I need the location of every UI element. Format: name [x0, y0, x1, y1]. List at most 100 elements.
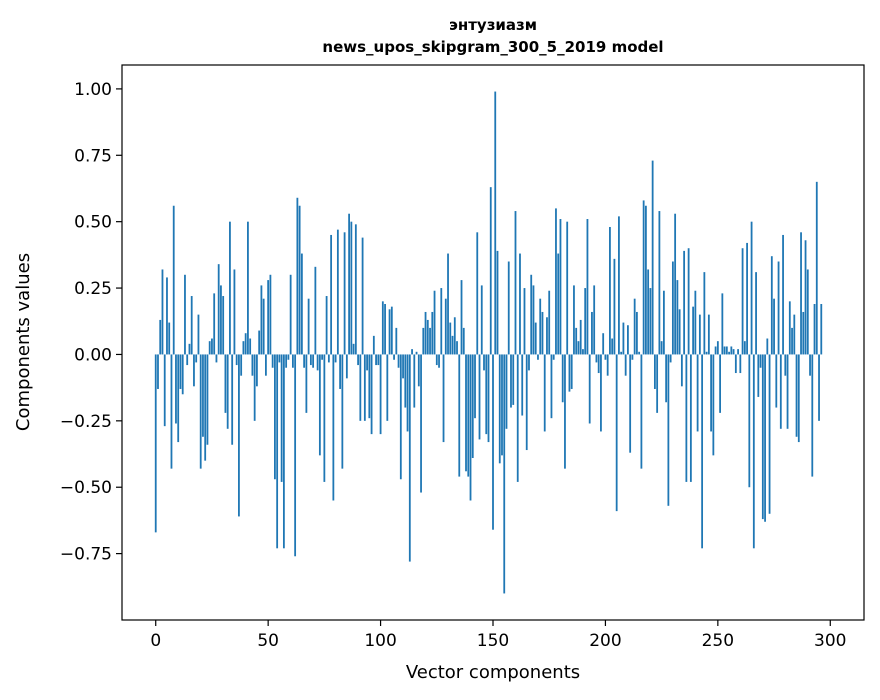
bar — [730, 346, 733, 355]
bar — [280, 354, 283, 482]
bar — [595, 354, 598, 363]
bar — [388, 309, 391, 355]
bar — [397, 354, 400, 368]
bar — [636, 311, 638, 355]
bar — [483, 354, 485, 371]
bar — [314, 266, 317, 355]
bar — [161, 269, 164, 355]
bar — [435, 354, 438, 366]
bar — [226, 354, 229, 429]
bar — [683, 250, 686, 355]
bar — [573, 285, 575, 355]
bar — [649, 288, 652, 355]
bar — [496, 250, 499, 355]
bar — [647, 269, 650, 355]
bar — [298, 205, 301, 355]
bar — [253, 354, 256, 421]
x-axis-ticks: 0 50 100 150 200 250 300 — [150, 620, 846, 651]
bar — [451, 335, 454, 355]
bar — [732, 349, 735, 355]
bar — [363, 354, 366, 421]
bar — [258, 330, 261, 355]
bar — [289, 274, 292, 355]
bar — [498, 354, 501, 464]
bar — [658, 211, 661, 355]
bar — [276, 354, 279, 549]
bar — [782, 234, 784, 355]
bar — [487, 354, 490, 443]
bar — [638, 351, 641, 355]
bar — [510, 354, 512, 408]
bar — [503, 354, 506, 594]
bar — [399, 354, 402, 480]
bar — [188, 343, 191, 355]
bar — [170, 354, 173, 469]
bar — [773, 298, 775, 355]
y-axis-label: Components values — [13, 253, 34, 431]
bar — [809, 354, 811, 376]
plot-frame — [121, 64, 865, 621]
bar — [422, 327, 425, 355]
bar — [516, 354, 519, 482]
bar — [372, 335, 375, 355]
bar — [492, 354, 494, 530]
bar — [696, 354, 699, 432]
bar — [748, 354, 751, 488]
bar — [251, 354, 254, 376]
bar — [467, 354, 470, 477]
bar — [244, 333, 247, 355]
bar — [390, 306, 393, 355]
bar — [233, 269, 236, 355]
bar — [734, 354, 737, 374]
bar — [752, 354, 755, 549]
bar — [600, 354, 602, 432]
bar — [215, 354, 218, 363]
bar — [593, 285, 596, 355]
bar — [330, 234, 333, 355]
bar — [408, 354, 411, 562]
bar — [784, 354, 787, 376]
bar — [725, 346, 728, 355]
bar — [768, 354, 771, 514]
x-tick-label: 0 — [150, 631, 161, 651]
bar — [256, 354, 258, 387]
bar — [321, 354, 324, 360]
bar — [168, 322, 171, 355]
y-tick-label: 0.50 — [74, 213, 112, 233]
bar — [757, 354, 760, 397]
bar — [197, 314, 200, 355]
bar — [339, 354, 341, 389]
bar — [323, 354, 326, 482]
bar — [514, 211, 517, 355]
bar — [568, 354, 571, 392]
bar — [645, 205, 647, 355]
bar — [788, 301, 791, 355]
bar — [370, 354, 373, 435]
bar — [474, 354, 476, 419]
bar — [559, 219, 562, 355]
bar — [521, 354, 524, 416]
bar — [208, 341, 211, 355]
bar — [631, 354, 634, 360]
bar — [755, 272, 757, 355]
bar — [662, 290, 665, 355]
bar — [548, 290, 551, 355]
bar — [433, 290, 436, 355]
bar — [532, 285, 535, 355]
y-tick-label: 0.75 — [74, 146, 112, 166]
bar — [512, 354, 515, 405]
bar — [460, 280, 463, 355]
bar — [294, 354, 297, 557]
y-tick-label: 1.00 — [74, 80, 112, 100]
bar — [384, 304, 386, 355]
bar — [761, 354, 764, 520]
y-tick-label: −0.25 — [60, 412, 112, 432]
bar — [759, 354, 762, 368]
bar — [615, 354, 618, 512]
bar — [395, 327, 398, 355]
bar — [247, 221, 249, 355]
bar — [710, 354, 712, 432]
bar — [588, 354, 591, 424]
